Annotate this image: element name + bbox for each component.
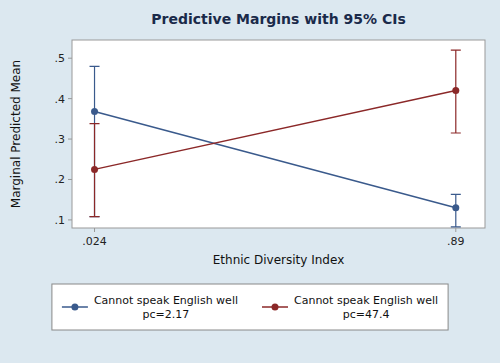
legend-label: Cannot speak English wellpc=2.17 <box>94 294 238 321</box>
y-tick-label: .5 <box>55 52 66 65</box>
error-bar <box>451 50 461 133</box>
y-tick-label: .2 <box>55 173 66 186</box>
error-bar <box>451 194 461 226</box>
y-tick <box>68 139 72 140</box>
y-tick-label: .4 <box>55 93 66 106</box>
legend-item: Cannot speak English wellpc=47.4 <box>262 294 438 321</box>
x-tick-label: .024 <box>82 235 107 248</box>
error-bar <box>90 124 100 217</box>
legend-item: Cannot speak English wellpc=2.17 <box>62 294 238 321</box>
y-tick-label: .3 <box>55 133 66 146</box>
chart: Predictive Margins with 95% CIs .1 .2 .3 .4.… <box>0 0 500 363</box>
legend-label-line: Cannot speak English well <box>94 294 238 307</box>
error-bar <box>90 66 100 216</box>
plot-frame <box>72 40 485 228</box>
point <box>452 87 459 94</box>
point <box>91 108 98 115</box>
y-tick <box>68 98 72 99</box>
legend-label-line: pc=2.17 <box>143 308 190 321</box>
x-axis-label: Ethnic Diversity Index <box>213 253 344 267</box>
legend-box <box>52 284 448 330</box>
series-line <box>95 112 456 208</box>
point <box>452 204 459 211</box>
y-axis-label: Marginal Predicted Mean <box>9 60 23 208</box>
y-tick <box>68 219 72 220</box>
marks <box>90 50 461 227</box>
legend: Cannot speak English wellpc=2.17Cannot s… <box>52 284 448 330</box>
legend-label-line: pc=47.4 <box>343 308 390 321</box>
y-tick <box>68 58 72 59</box>
legend-marker <box>272 304 279 311</box>
y-tick <box>68 179 72 180</box>
y-tick-label: .1 <box>55 214 66 227</box>
legend-marker <box>71 304 78 311</box>
x-tick-label: .89 <box>447 235 465 248</box>
x-tick <box>94 228 95 232</box>
point <box>91 166 98 173</box>
legend-label: Cannot speak English wellpc=47.4 <box>294 294 438 321</box>
x-tick <box>455 228 456 232</box>
legend-label-line: Cannot speak English well <box>294 294 438 307</box>
title: Predictive Margins with 95% CIs <box>151 11 406 27</box>
series-line <box>95 91 456 170</box>
